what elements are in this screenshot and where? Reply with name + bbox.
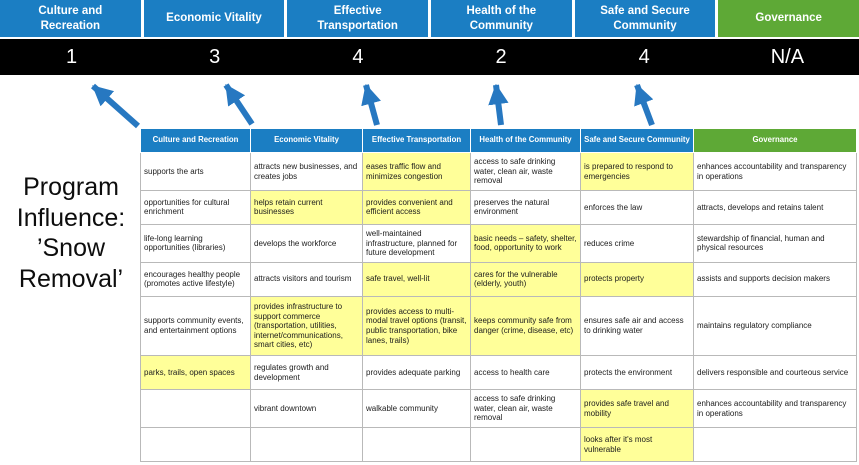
matrix-header-3: Effective Transportation: [362, 128, 471, 153]
matrix-cell-r1-c6: enhances accountability and transparency…: [693, 151, 857, 192]
influence-arrow-4: [488, 83, 509, 126]
matrix-cell-r8-c2: [250, 427, 363, 462]
matrix-cell-r2-c1: opportunities for cultural enrichment: [140, 190, 251, 225]
scoreboard-label-1: Culture and Recreation: [0, 0, 141, 37]
scoreboard-banner: Culture and Recreation Economic Vitality E…: [0, 0, 859, 37]
influence-arrow-1: [91, 83, 140, 129]
matrix-cell-r7-c2: vibrant downtown: [250, 389, 363, 429]
matrix-cell-r7-c1: [140, 389, 251, 429]
matrix-row-6: parks, trails, open spaces regulates grow…: [140, 355, 857, 391]
matrix-row-2: opportunities for cultural enrichment hel…: [140, 190, 857, 225]
matrix-cell-r6-c4: access to health care: [470, 355, 581, 391]
matrix-cell-r5-c3: provides access to multi-modal travel op…: [362, 295, 471, 357]
influence-arrow-3: [361, 83, 381, 126]
matrix-cell-r2-c6: attracts, develops and retains talent: [693, 190, 857, 225]
matrix-cell-r7-c5: provides safe travel and mobility: [580, 389, 694, 429]
matrix-header-5: Safe and Secure Community: [580, 128, 694, 153]
matrix-cell-r4-c4: cares for the vulnerable (elderly, youth…: [470, 261, 581, 297]
matrix-cell-r1-c2: attracts new businesses, and creates job…: [250, 151, 363, 192]
matrix-header-row: Culture and Recreation Economic Vitality E…: [140, 128, 857, 153]
matrix-cell-r3-c1: life-long learning opportunities (librar…: [140, 223, 251, 263]
matrix-body: supports the arts attracts new businesses…: [140, 151, 857, 462]
matrix-row-8: looks after it's most vulnerable: [140, 427, 857, 462]
matrix-row-1: supports the arts attracts new businesses…: [140, 151, 857, 192]
matrix-cell-r3-c2: develops the workforce: [250, 223, 363, 263]
matrix-cell-r2-c3: provides convenient and efficient access: [362, 190, 471, 225]
scoreboard-label-3: Effective Transportation: [287, 0, 428, 37]
matrix-cell-r5-c5: ensures safe air and access to drinking …: [580, 295, 694, 357]
scoreboard-label-2: Economic Vitality: [143, 0, 285, 37]
page-title: Program Influence: ’Snow Removal’: [2, 172, 140, 294]
matrix-cell-r3-c5: reduces crime: [580, 223, 694, 263]
matrix-cell-r1-c1: supports the arts: [140, 151, 251, 192]
matrix-cell-r8-c4: [470, 427, 581, 462]
matrix-cell-r7-c4: access to safe drinking water, clean air…: [470, 389, 581, 429]
matrix-header-2: Economic Vitality: [250, 128, 363, 153]
matrix-cell-r6-c6: delivers responsible and courteous servi…: [693, 355, 857, 391]
matrix-header-1: Culture and Recreation: [140, 128, 251, 153]
scoreboard-score-1: 1: [66, 45, 78, 68]
matrix-cell-r8-c1: [140, 427, 251, 462]
matrix-cell-r1-c3: eases traffic flow and minimizes congest…: [362, 151, 471, 192]
matrix-cell-r1-c4: access to safe drinking water, clean air…: [470, 151, 581, 192]
matrix-cell-r8-c5: looks after it's most vulnerable: [580, 427, 694, 462]
matrix-cell-r7-c3: walkable community: [362, 389, 471, 429]
scoreboard-score-6: N/A: [770, 45, 805, 68]
matrix-cell-r5-c1: supports community events, and entertain…: [140, 295, 251, 357]
influence-arrow-5: [634, 83, 655, 127]
matrix-cell-r2-c5: enforces the law: [580, 190, 694, 225]
matrix-cell-r6-c3: provides adequate parking: [362, 355, 471, 391]
matrix-cell-r6-c2: regulates growth and development: [250, 355, 363, 391]
matrix-cell-r7-c6: enhances accountability and transparency…: [693, 389, 857, 429]
scoreboard-score-5: 4: [638, 45, 650, 68]
matrix-cell-r2-c4: preserves the natural environment: [470, 190, 581, 225]
scoreboard-label-6: Governance: [718, 0, 859, 37]
scoreboard-score-2: 3: [209, 45, 221, 68]
matrix-header-6: Governance: [693, 128, 857, 153]
scoreboard-score-3: 4: [352, 45, 364, 68]
matrix-cell-r6-c1: parks, trails, open spaces: [140, 355, 251, 391]
scoreboard-scores: 1 3 4 2 4 N/A: [0, 39, 859, 75]
matrix-cell-r8-c3: [362, 427, 471, 462]
matrix-cell-r4-c5: protects property: [580, 261, 694, 297]
influence-arrows: [91, 83, 655, 129]
matrix-cell-r5-c4: keeps community safe from danger (crime,…: [470, 295, 581, 357]
matrix-cell-r1-c5: is prepared to respond to emergencies: [580, 151, 694, 192]
matrix-cell-r8-c6: [693, 427, 857, 462]
scoreboard-label-5: Safe and Secure Community: [574, 0, 716, 37]
matrix-row-5: supports community events, and entertain…: [140, 295, 857, 357]
matrix-cell-r3-c4: basic needs – safety, shelter, food, opp…: [470, 223, 581, 263]
matrix-cell-r4-c6: assists and supports decision makers: [693, 261, 857, 297]
matrix-row-4: encourages healthy people (promotes acti…: [140, 261, 857, 297]
matrix-cell-r2-c2: helps retain current businesses: [250, 190, 363, 225]
influence-arrow-2: [223, 83, 255, 126]
matrix-cell-r3-c3: well-maintained infrastructure, planned …: [362, 223, 471, 263]
matrix-row-7: vibrant downtown walkable community access…: [140, 389, 857, 429]
matrix-cell-r4-c3: safe travel, well-lit: [362, 261, 471, 297]
matrix-row-3: life-long learning opportunities (librar…: [140, 223, 857, 263]
matrix-cell-r3-c6: stewardship of financial, human and phys…: [693, 223, 857, 263]
matrix-header-4: Health of the Community: [470, 128, 581, 153]
scoreboard-score-4: 2: [495, 45, 507, 68]
matrix-cell-r5-c2: provides infrastructure to support comme…: [250, 295, 363, 357]
matrix-cell-r6-c5: protects the environment: [580, 355, 694, 391]
scoreboard-label-4: Health of the Community: [431, 0, 572, 37]
page-title-line1: Program Influence:: [16, 173, 126, 232]
influence-matrix: Culture and Recreation Economic Vitality E…: [140, 128, 857, 462]
matrix-cell-r5-c6: maintains regulatory compliance: [693, 295, 857, 357]
page-title-line2: ’Snow Removal’: [18, 234, 124, 293]
matrix-cell-r4-c2: attracts visitors and tourism: [250, 261, 363, 297]
matrix-cell-r4-c1: encourages healthy people (promotes acti…: [140, 261, 251, 297]
